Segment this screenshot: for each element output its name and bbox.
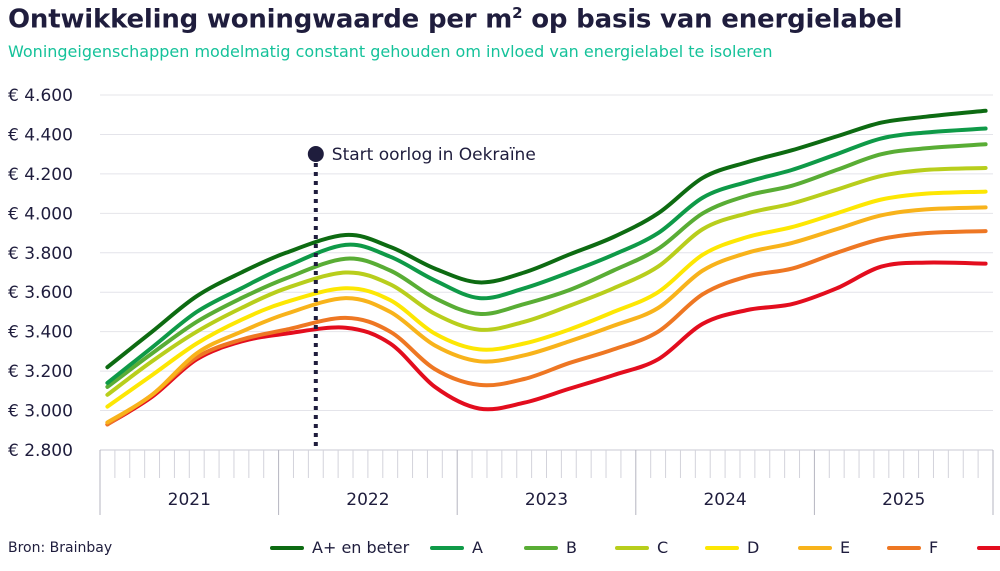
y-tick-label: € 3.800 xyxy=(8,244,73,264)
legend-item: G xyxy=(977,538,1000,557)
legend-swatch xyxy=(798,545,832,550)
legend-item: C xyxy=(615,538,668,557)
x-tick-label: 2021 xyxy=(168,490,211,510)
legend-label: A xyxy=(472,538,483,557)
legend-item: B xyxy=(524,538,577,557)
legend-swatch xyxy=(977,545,1000,550)
chart-subtitle: Woningeigenschappen modelmatig constant … xyxy=(8,42,773,61)
series-line-e xyxy=(105,205,988,425)
legend-item: A+ en beter xyxy=(270,538,409,557)
source-note: Bron: Brainbay xyxy=(8,540,113,556)
y-tick-label: € 4.600 xyxy=(8,86,73,106)
event-marker-dot xyxy=(307,146,324,162)
series-line-aplus-en-beter xyxy=(105,108,988,370)
legend-label: A+ en beter xyxy=(312,538,410,557)
chart-legend: A+ en beter A B C D E F G xyxy=(270,538,1000,562)
chart-title-text: Ontwikkeling woningwaarde per m xyxy=(8,4,513,35)
series-line-c xyxy=(105,166,988,397)
legend-label: C xyxy=(657,538,669,557)
chart-title: Ontwikkeling woningwaarde per m2 op basi… xyxy=(8,4,902,35)
legend-swatch xyxy=(270,545,304,550)
y-tick-label: € 3.400 xyxy=(8,323,73,343)
y-tick-label: € 2.800 xyxy=(8,441,73,461)
legend-item: F xyxy=(887,538,938,557)
event-annotation-label: Start oorlog in Oekraïne xyxy=(332,145,536,165)
legend-swatch xyxy=(524,545,558,550)
y-tick-label: € 3.600 xyxy=(8,283,73,303)
y-tick-label: € 4.000 xyxy=(8,204,73,224)
y-tick-label: € 3.000 xyxy=(8,402,73,422)
series-line-a xyxy=(105,126,988,385)
y-tick-label: € 4.400 xyxy=(8,125,73,145)
legend-label: E xyxy=(840,538,851,557)
series-line-g xyxy=(105,260,988,427)
series-line-f xyxy=(105,229,988,427)
legend-item: A xyxy=(430,538,483,557)
legend-swatch xyxy=(705,545,739,550)
x-tick-label: 2025 xyxy=(882,490,925,510)
series-line-b xyxy=(105,142,988,389)
series-line-d xyxy=(105,189,988,409)
y-tick-label: € 4.200 xyxy=(8,165,73,185)
legend-swatch xyxy=(887,545,921,550)
x-tick-label: 2022 xyxy=(346,490,389,510)
legend-item: D xyxy=(705,538,759,557)
legend-label: B xyxy=(566,538,577,557)
chart-title-superscript: 2 xyxy=(512,4,523,22)
legend-swatch xyxy=(615,545,649,550)
legend-label: D xyxy=(747,538,760,557)
legend-swatch xyxy=(430,545,464,550)
x-tick-label: 2023 xyxy=(525,490,568,510)
legend-label: F xyxy=(929,538,939,557)
x-tick-label: 2024 xyxy=(703,490,746,510)
y-tick-label: € 3.200 xyxy=(8,362,73,382)
chart-title-suffix: op basis van energielabel xyxy=(522,4,903,35)
line-chart: € 2.800 € 3.000 € 3.200 € 3.400 € 3.600 € 3.8… xyxy=(8,86,994,515)
legend-item: E xyxy=(798,538,850,557)
